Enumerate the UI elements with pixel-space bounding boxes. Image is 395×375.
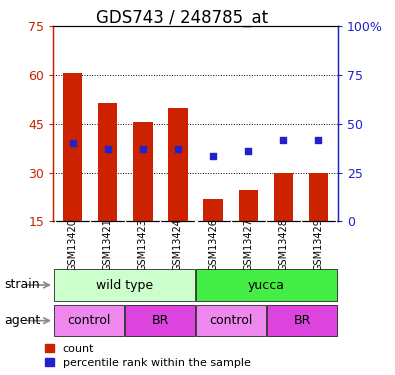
Point <box>245 148 251 154</box>
Text: BR: BR <box>293 314 311 327</box>
Text: GSM13427: GSM13427 <box>243 218 253 271</box>
Text: GSM13426: GSM13426 <box>208 218 218 271</box>
Text: wild type: wild type <box>96 279 153 291</box>
Text: agent: agent <box>4 314 40 327</box>
Point <box>210 153 216 159</box>
Text: yucca: yucca <box>248 279 285 291</box>
Bar <box>63 74 82 221</box>
Bar <box>267 305 337 336</box>
Bar <box>196 305 266 336</box>
Bar <box>274 172 293 221</box>
Text: GSM13420: GSM13420 <box>68 218 78 271</box>
Text: control: control <box>209 314 253 327</box>
Bar <box>125 305 195 336</box>
Point <box>140 146 146 152</box>
Point <box>315 137 322 143</box>
Text: strain: strain <box>4 279 40 291</box>
Bar <box>54 270 195 300</box>
Bar <box>196 270 337 300</box>
Point <box>175 146 181 152</box>
Text: GDS743 / 248785_at: GDS743 / 248785_at <box>96 9 268 27</box>
Point <box>105 146 111 152</box>
Bar <box>203 198 223 221</box>
Bar <box>98 103 117 221</box>
Bar <box>168 108 188 221</box>
Bar <box>133 122 152 221</box>
Point <box>280 137 286 143</box>
Bar <box>309 172 328 221</box>
Bar <box>54 305 124 336</box>
Text: GSM13429: GSM13429 <box>313 218 324 271</box>
Text: GSM13421: GSM13421 <box>103 218 113 271</box>
Point <box>70 140 76 146</box>
Text: GSM13424: GSM13424 <box>173 218 183 271</box>
Text: GSM13428: GSM13428 <box>278 218 288 271</box>
Text: GSM13423: GSM13423 <box>138 218 148 271</box>
Text: control: control <box>67 314 111 327</box>
Legend: count, percentile rank within the sample: count, percentile rank within the sample <box>45 344 251 368</box>
Bar <box>239 190 258 221</box>
Text: BR: BR <box>151 314 169 327</box>
